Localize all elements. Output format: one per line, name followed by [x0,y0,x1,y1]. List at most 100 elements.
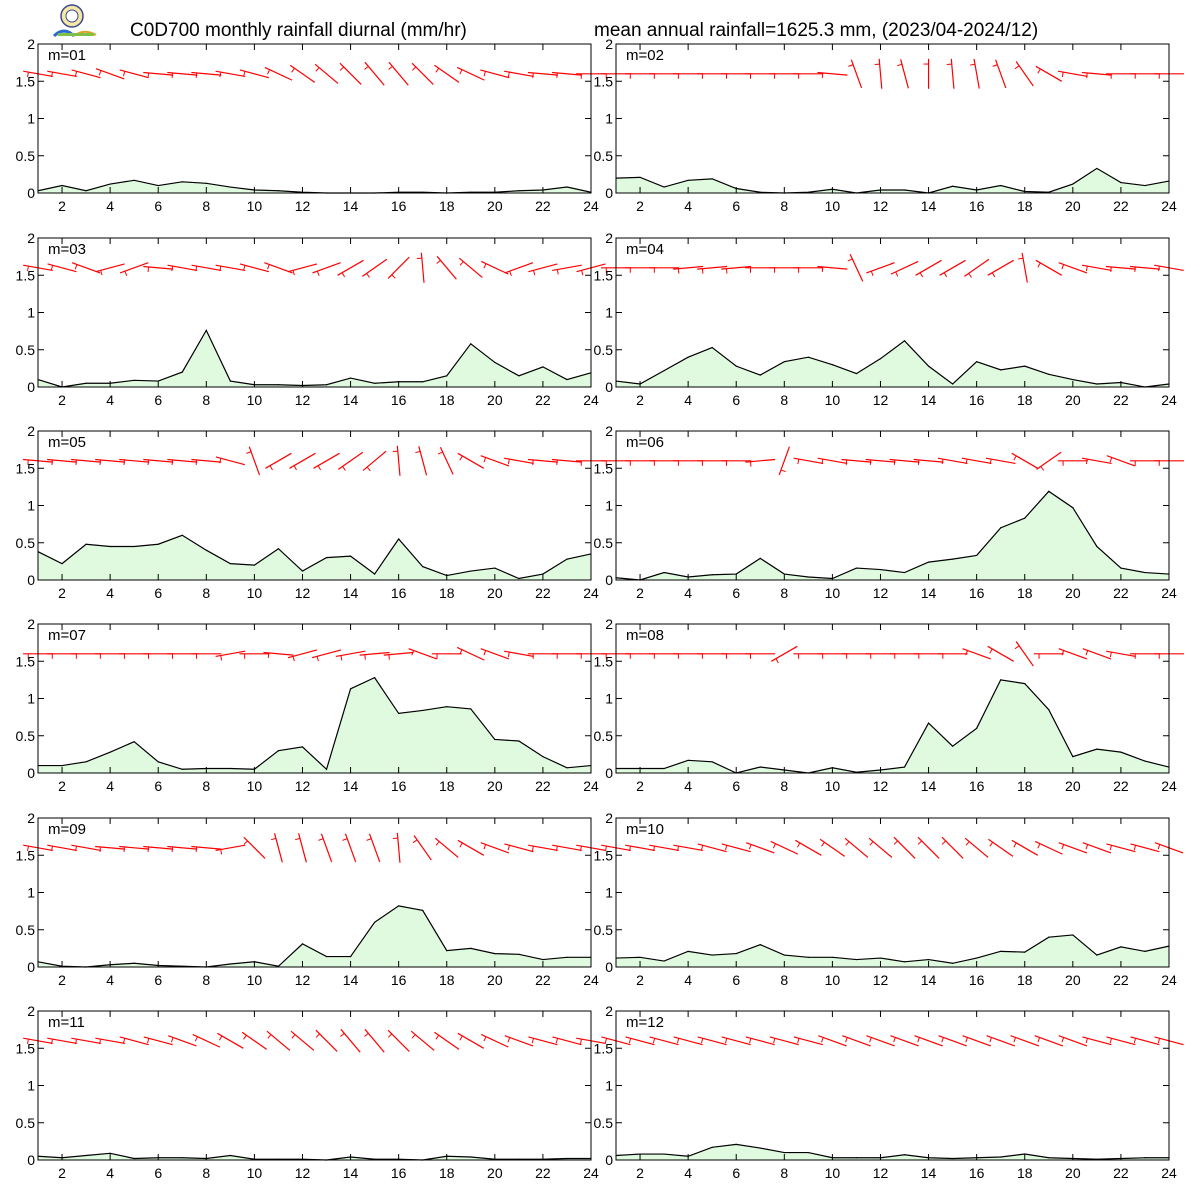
rainfall-point [903,340,906,342]
x-tick-label: 12 [295,198,311,214]
wind-barb [143,653,174,659]
wind-barb [937,457,968,465]
wind-barb [480,69,510,79]
rainfall-point [687,759,689,761]
rainfall-point [1144,571,1146,574]
wind-barb [290,1030,315,1051]
rainfall-point [927,958,930,961]
wind-barb [649,1036,679,1046]
wind-barb [969,58,980,89]
wind-barb [865,653,896,659]
wind-barb [266,1030,291,1051]
wind-barb [456,66,485,81]
wind-barb [504,262,534,277]
rainfall-point [711,954,713,956]
x-tick-label: 10 [825,585,841,601]
wind-barb [923,58,930,89]
x-tick-label: 18 [1017,392,1033,408]
wind-barb [817,457,848,465]
x-tick-label: 16 [969,585,985,601]
x-tick-label: 16 [969,778,985,794]
x-tick-label: 16 [969,1165,985,1181]
wind-barb [721,1036,751,1046]
wind-barb [697,843,727,853]
wind-barb [897,59,909,89]
rainfall-point [663,767,665,770]
wind-barb [1035,65,1063,82]
plot-frame [615,43,1170,194]
wind-barb [71,458,102,465]
x-tick-label: 10 [247,585,263,601]
rainfall-point [494,361,496,364]
x-tick-label: 24 [1161,778,1177,794]
wind-barb [1130,843,1160,853]
wind-barb [793,1036,823,1046]
x-tick-label: 2 [636,972,644,988]
x-tick-label: 22 [1113,585,1129,601]
rainfall-point [494,738,496,741]
rainfall-point [831,956,833,958]
wind-barb [364,61,385,86]
wind-barb [71,262,101,274]
wind-barb [265,452,292,471]
rainfall-point [735,1143,737,1145]
x-tick-label: 18 [1017,198,1033,214]
rainfall-point [398,538,400,540]
x-tick-label: 4 [684,972,692,988]
rainfall-point [807,356,809,358]
wind-barb [866,262,895,277]
rainfall-point [927,365,930,367]
wind-barb [841,458,872,465]
wind-barb [1106,650,1136,658]
wind-barb [241,1031,268,1050]
x-tick-label: 2 [58,198,66,214]
chart-title-left: C0D700 monthly rainfall diurnal (mm/hr) [130,20,467,41]
plot-frame [37,43,592,194]
y-tick-label: 0 [27,379,35,395]
x-tick-label: 4 [684,392,692,408]
x-tick-label: 8 [202,1165,210,1181]
rainfall-point [952,1157,954,1160]
x-tick-label: 18 [439,778,455,794]
rainfall-point [61,184,63,187]
x-tick-label: 4 [684,198,692,214]
x-tick-label: 18 [439,972,455,988]
x-tick-label: 16 [391,392,407,408]
wind-barb [47,844,77,852]
y-tick-label: 1 [605,1078,613,1094]
rainfall-point [349,688,352,690]
rainfall-point [518,953,520,955]
wind-barb [456,646,485,661]
y-tick-label: 0 [605,765,613,781]
rainfall-point [687,356,689,358]
rainfall-point [952,383,954,385]
wind-barb [1081,264,1112,272]
wind-barb [842,1035,871,1047]
x-tick-label: 6 [154,1165,162,1181]
y-tick-label: 0.5 [594,728,614,744]
panel-label: m=05 [48,434,86,451]
wind-barb [841,653,872,659]
x-tick-label: 24 [583,392,599,408]
chart-title-right: mean annual rainfall=1625.3 mm, (2023/04… [594,20,1039,41]
rainfall-point [807,576,809,578]
wind-barb [721,460,752,466]
wind-barb [437,446,454,475]
rainfall-point [470,570,472,572]
wind-barb [434,64,460,83]
rainfall-point [1096,748,1098,750]
rainfall-point [927,722,930,724]
wind-barb [239,263,270,273]
y-tick-label: 0.5 [594,1115,614,1131]
x-tick-label: 8 [780,585,788,601]
x-tick-label: 24 [1161,198,1177,214]
rainfall-point [711,761,713,763]
rainfall-point [879,957,882,959]
y-tick-label: 0 [27,185,35,201]
rainfall-point [1000,950,1002,952]
wind-barb [964,258,990,278]
x-tick-label: 10 [247,778,263,794]
wind-barb [551,653,582,659]
wind-barb [339,62,362,85]
rainfall-point [1048,709,1050,711]
